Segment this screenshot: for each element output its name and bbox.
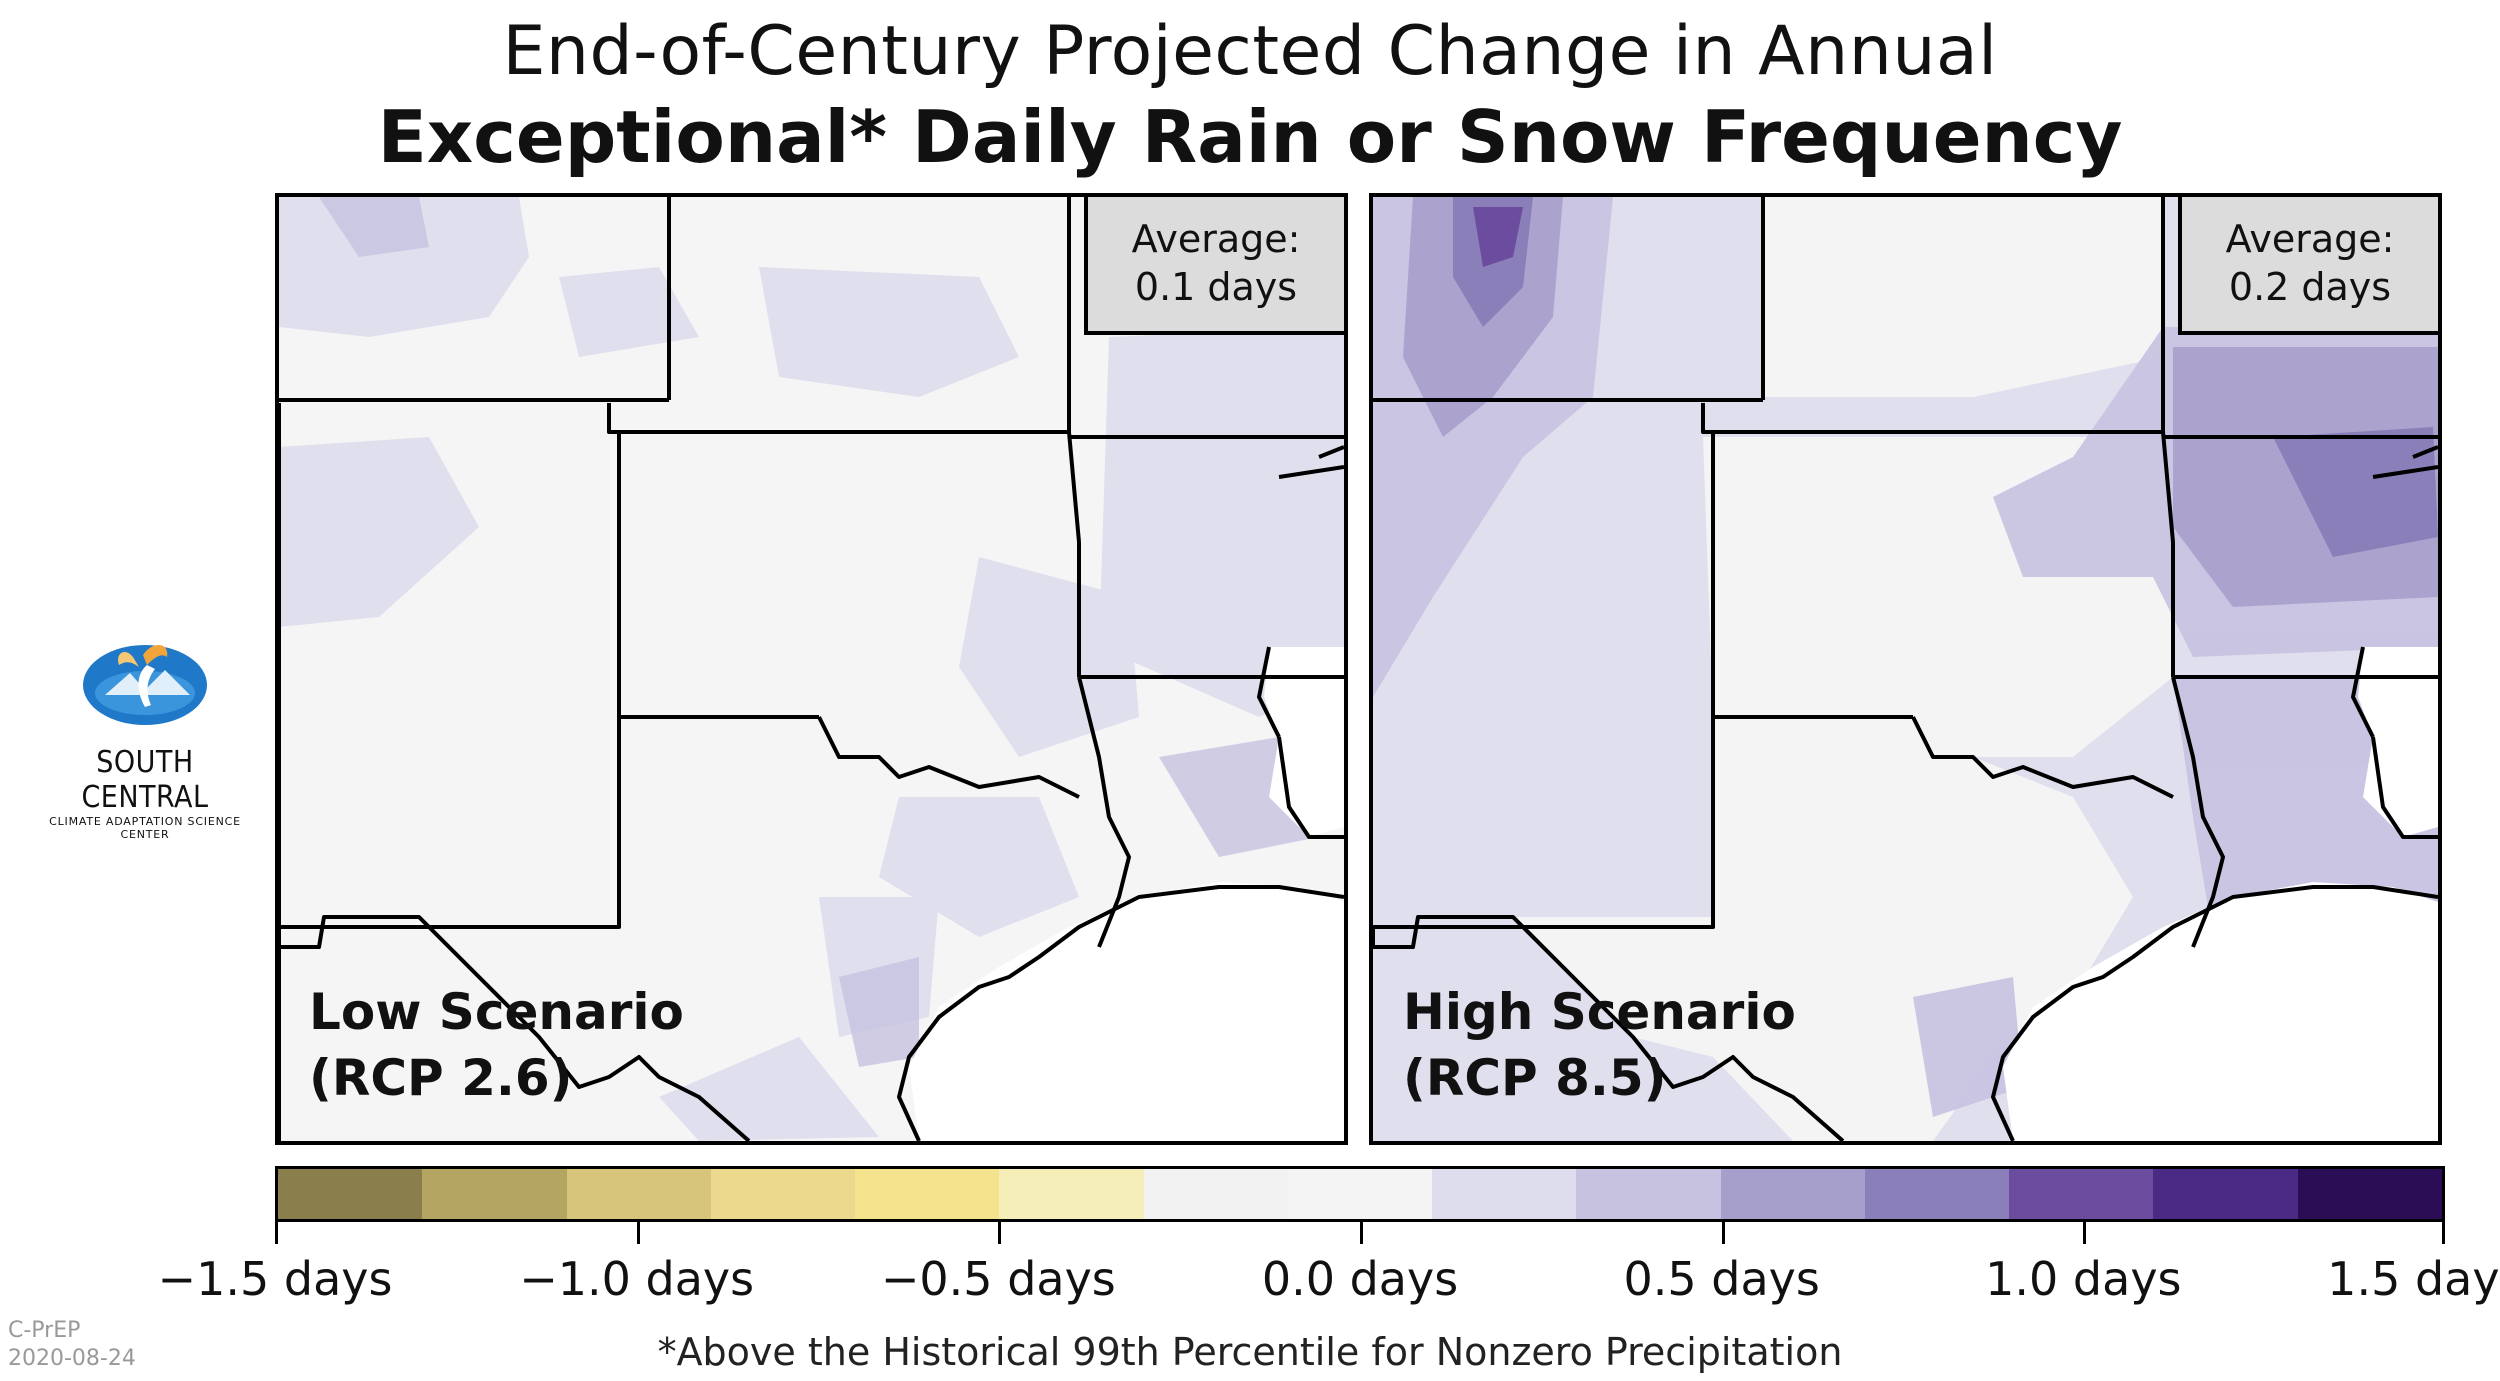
scenario-label-low: Low Scenario (RCP 2.6) bbox=[309, 979, 684, 1111]
colorbar-cell bbox=[1576, 1169, 1721, 1219]
colorbar-cell bbox=[710, 1169, 856, 1219]
credit-source: C-PrEP bbox=[8, 1318, 81, 1343]
average-label: Average: bbox=[1131, 217, 1301, 261]
colorbar-cell bbox=[2153, 1169, 2298, 1219]
scenario-name: Low Scenario bbox=[309, 983, 684, 1041]
colorbar-cell bbox=[1432, 1169, 1577, 1219]
colorbar-cell bbox=[278, 1169, 423, 1219]
logo-name: SOUTH CENTRAL bbox=[81, 745, 209, 815]
average-value: 0.2 days bbox=[2228, 265, 2392, 309]
average-box-low: Average: 0.1 days bbox=[1084, 197, 1344, 335]
colorbar-cell bbox=[1143, 1169, 1288, 1219]
colorbar-tick bbox=[998, 1222, 1002, 1244]
state-boundaries-map bbox=[279, 197, 1344, 1141]
colorbar-cell bbox=[2009, 1169, 2154, 1219]
colorbar-cell bbox=[1287, 1169, 1433, 1219]
colorbar-ticks: −1.5 days −1.0 days −0.5 days 0.0 days 0.5 d… bbox=[158, 1222, 2500, 1322]
colorbar-tick-label: 1.0 days bbox=[1985, 1252, 2182, 1306]
credit-date: 2020-08-24 bbox=[8, 1346, 136, 1371]
bird-globe-icon bbox=[83, 645, 207, 725]
colorbar-cell bbox=[422, 1169, 567, 1219]
map-panel-high-scenario: Average: 0.2 days High Scenario (RCP 8.5… bbox=[1369, 193, 2442, 1145]
colorbar-cell bbox=[566, 1169, 711, 1219]
colorbar-tick bbox=[275, 1222, 278, 1244]
colorbar-tick-label: −0.5 days bbox=[880, 1252, 1116, 1306]
colorbar-tick bbox=[1721, 1222, 1725, 1244]
scenario-name: High Scenario bbox=[1403, 983, 1796, 1041]
colorbar bbox=[275, 1166, 2445, 1222]
colorbar-tick bbox=[2442, 1222, 2445, 1244]
colorbar-tick-label: 0.0 days bbox=[1261, 1252, 1459, 1306]
colorbar-tick-label: 0.5 days bbox=[1623, 1252, 1820, 1306]
colorbar-cell bbox=[855, 1169, 1000, 1219]
colorbar-tick-label: −1.0 days bbox=[519, 1252, 755, 1306]
footnote: *Above the Historical 99th Percentile fo… bbox=[657, 1330, 1843, 1374]
colorbar-tick-label: −1.5 days bbox=[157, 1252, 393, 1306]
colorbar-tick-label: 1.5 days bbox=[2327, 1252, 2500, 1306]
logo-subtitle: CLIMATE ADAPTATION SCIENCE CENTER bbox=[49, 815, 241, 841]
colorbar-tick bbox=[1360, 1222, 1363, 1244]
average-box-high: Average: 0.2 days bbox=[2178, 197, 2438, 335]
state-boundaries-map bbox=[1373, 197, 2438, 1141]
map-panel-low-scenario: Average: 0.1 days Low Scenario (RCP 2.6) bbox=[275, 193, 1348, 1145]
colorbar-cell bbox=[1720, 1169, 1865, 1219]
scenario-rcp: (RCP 2.6) bbox=[309, 1049, 573, 1107]
colorbar-cell bbox=[1864, 1169, 2010, 1219]
scenario-label-high: High Scenario (RCP 8.5) bbox=[1403, 979, 1796, 1111]
map-title-line1: End-of-Century Projected Change in Annua… bbox=[502, 12, 1998, 91]
colorbar-tick bbox=[2083, 1222, 2087, 1244]
average-label: Average: bbox=[2225, 217, 2395, 261]
south-central-casc-logo: SOUTH CENTRAL CLIMATE ADAPTATION SCIENCE… bbox=[30, 635, 260, 841]
colorbar-cell bbox=[2297, 1169, 2442, 1219]
colorbar-cell bbox=[999, 1169, 1144, 1219]
map-title-line2: Exceptional* Daily Rain or Snow Frequenc… bbox=[377, 95, 2123, 179]
colorbar-tick bbox=[636, 1222, 640, 1244]
average-value: 0.1 days bbox=[1134, 265, 1298, 309]
scenario-rcp: (RCP 8.5) bbox=[1403, 1049, 1667, 1107]
